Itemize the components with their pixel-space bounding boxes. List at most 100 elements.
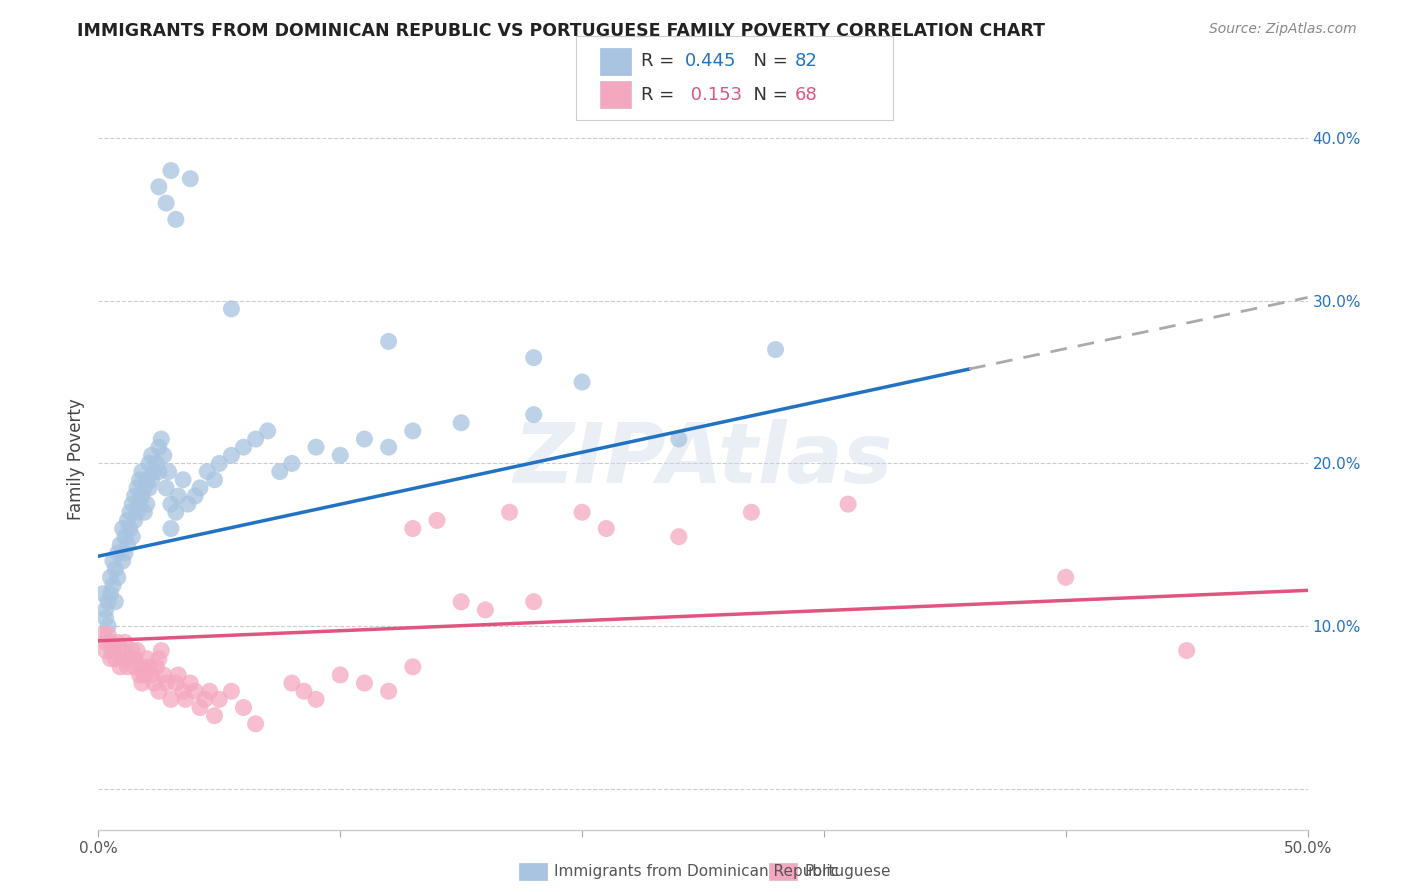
Point bbox=[111, 651, 134, 665]
Point bbox=[668, 432, 690, 446]
Point bbox=[269, 465, 291, 479]
Point bbox=[474, 603, 496, 617]
Point bbox=[114, 546, 136, 560]
Point bbox=[141, 473, 163, 487]
Point bbox=[114, 635, 136, 649]
Point bbox=[402, 522, 425, 536]
Text: Immigrants from Dominican Republic: Immigrants from Dominican Republic bbox=[554, 864, 839, 879]
Point bbox=[1175, 643, 1198, 657]
Point bbox=[135, 651, 157, 665]
Point bbox=[131, 676, 153, 690]
Point bbox=[97, 595, 120, 609]
Point bbox=[134, 481, 156, 495]
Point bbox=[127, 505, 149, 519]
Point bbox=[148, 179, 170, 194]
Point bbox=[184, 489, 207, 503]
Point bbox=[152, 448, 174, 462]
Point bbox=[114, 530, 136, 544]
Point bbox=[184, 684, 207, 698]
Point bbox=[353, 432, 375, 446]
Point bbox=[141, 668, 163, 682]
Point bbox=[138, 481, 160, 495]
Point bbox=[127, 481, 149, 495]
Point bbox=[402, 424, 425, 438]
Point bbox=[124, 651, 146, 665]
Point bbox=[121, 530, 143, 544]
Point bbox=[100, 570, 122, 584]
Point bbox=[100, 586, 122, 600]
Text: N =: N = bbox=[742, 53, 794, 70]
Point bbox=[100, 651, 122, 665]
Text: IMMIGRANTS FROM DOMINICAN REPUBLIC VS PORTUGUESE FAMILY POVERTY CORRELATION CHAR: IMMIGRANTS FROM DOMINICAN REPUBLIC VS PO… bbox=[77, 22, 1045, 40]
Point bbox=[108, 660, 131, 674]
Point bbox=[117, 513, 139, 527]
Point bbox=[208, 692, 231, 706]
Text: R =: R = bbox=[641, 86, 681, 103]
Point bbox=[165, 505, 187, 519]
Text: ZIPAtlas: ZIPAtlas bbox=[513, 419, 893, 500]
Point bbox=[111, 522, 134, 536]
Point bbox=[104, 651, 127, 665]
Point bbox=[107, 635, 129, 649]
Point bbox=[150, 432, 173, 446]
Point bbox=[450, 595, 472, 609]
Point bbox=[152, 668, 174, 682]
Point bbox=[94, 603, 117, 617]
Point bbox=[402, 660, 425, 674]
Point bbox=[221, 684, 243, 698]
Point bbox=[571, 375, 593, 389]
Point bbox=[188, 481, 211, 495]
Point bbox=[97, 619, 120, 633]
Point bbox=[104, 595, 127, 609]
Point bbox=[221, 448, 243, 462]
Point bbox=[124, 513, 146, 527]
Point bbox=[256, 424, 278, 438]
Point bbox=[94, 643, 117, 657]
Point bbox=[148, 684, 170, 698]
Point bbox=[523, 408, 546, 422]
Point bbox=[118, 505, 141, 519]
Point bbox=[571, 505, 593, 519]
Point bbox=[131, 465, 153, 479]
Point bbox=[131, 489, 153, 503]
Point bbox=[179, 171, 201, 186]
Point bbox=[91, 586, 114, 600]
Point bbox=[100, 635, 122, 649]
Point bbox=[157, 465, 180, 479]
Point bbox=[232, 440, 254, 454]
Text: 0.153: 0.153 bbox=[685, 86, 742, 103]
Point bbox=[523, 595, 546, 609]
Point bbox=[204, 708, 226, 723]
Point bbox=[143, 676, 166, 690]
Point bbox=[124, 489, 146, 503]
Point bbox=[160, 522, 183, 536]
Point bbox=[94, 611, 117, 625]
Point bbox=[204, 473, 226, 487]
Point bbox=[668, 530, 690, 544]
Point bbox=[353, 676, 375, 690]
Text: 68: 68 bbox=[794, 86, 817, 103]
Point bbox=[111, 554, 134, 568]
Point bbox=[107, 570, 129, 584]
Point bbox=[145, 660, 167, 674]
Point bbox=[177, 497, 200, 511]
Point bbox=[128, 473, 150, 487]
Point bbox=[104, 562, 127, 576]
Text: Portuguese: Portuguese bbox=[804, 864, 891, 879]
Point bbox=[155, 481, 177, 495]
Point bbox=[595, 522, 617, 536]
Point bbox=[765, 343, 787, 357]
Point bbox=[1054, 570, 1077, 584]
Point bbox=[118, 522, 141, 536]
Point bbox=[523, 351, 546, 365]
Point bbox=[221, 301, 243, 316]
Point bbox=[281, 676, 304, 690]
Point bbox=[305, 692, 328, 706]
Point bbox=[305, 440, 328, 454]
Point bbox=[111, 643, 134, 657]
Point bbox=[128, 668, 150, 682]
Point bbox=[165, 212, 187, 227]
Point bbox=[101, 578, 124, 592]
Point bbox=[97, 627, 120, 641]
Point bbox=[101, 554, 124, 568]
